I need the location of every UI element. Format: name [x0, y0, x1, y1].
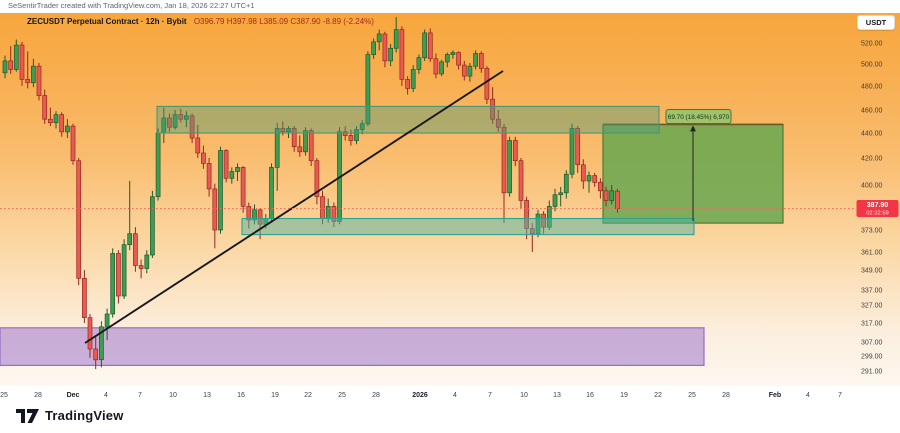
svg-text:10: 10 [169, 392, 177, 399]
supply-zone-upper[interactable] [156, 105, 660, 134]
svg-text:22: 22 [304, 392, 312, 399]
svg-text:480.00: 480.00 [861, 84, 883, 91]
svg-text:349.00: 349.00 [861, 268, 883, 275]
tradingview-logo-text: TradingView [45, 408, 124, 423]
demand-zone-lower[interactable] [241, 217, 695, 236]
legend-symbol[interactable]: ZECUSDT Perpetual Contract · 12h · Bybit [27, 17, 187, 26]
svg-text:Dec: Dec [67, 392, 80, 399]
svg-text:4: 4 [453, 392, 457, 399]
svg-text:10: 10 [520, 392, 528, 399]
svg-text:400.00: 400.00 [861, 183, 883, 190]
svg-text:13: 13 [203, 392, 211, 399]
svg-text:337.00: 337.00 [861, 288, 883, 295]
svg-text:25: 25 [0, 392, 8, 399]
svg-text:28: 28 [722, 392, 730, 399]
svg-text:16: 16 [586, 392, 594, 399]
svg-text:19: 19 [271, 392, 279, 399]
chart-legend[interactable]: ZECUSDT Perpetual Contract · 12h · Bybit… [27, 17, 374, 26]
svg-text:500.00: 500.00 [861, 62, 883, 69]
svg-text:22: 22 [654, 392, 662, 399]
svg-text:420.00: 420.00 [861, 156, 883, 163]
support-zone-purple[interactable] [0, 327, 705, 366]
svg-text:4: 4 [806, 392, 810, 399]
svg-text:16: 16 [237, 392, 245, 399]
svg-text:460.00: 460.00 [861, 108, 883, 115]
svg-text:387.90: 387.90 [867, 202, 889, 209]
svg-text:440.00: 440.00 [861, 131, 883, 138]
svg-text:19: 19 [620, 392, 628, 399]
svg-text:69.70 (18.45%) 6,970: 69.70 (18.45%) 6,970 [668, 114, 730, 121]
svg-text:2026: 2026 [412, 392, 428, 399]
projection-label[interactable]: 69.70 (18.45%) 6,970 [665, 109, 732, 124]
svg-text:299.00: 299.00 [861, 354, 883, 361]
svg-text:317.00: 317.00 [861, 321, 883, 328]
candlestick-series[interactable] [2, 17, 620, 370]
last-price-badge: 387.90 02:32:59 [856, 200, 899, 217]
svg-text:520.00: 520.00 [861, 41, 883, 48]
currency-badge[interactable]: USDT [857, 15, 895, 30]
attribution-text: SeSentirTrader created with TradingView.… [8, 1, 255, 10]
trend-line[interactable] [84, 70, 504, 344]
svg-text:361.00: 361.00 [861, 250, 883, 257]
price-axis[interactable]: 520.00 500.00 480.00 460.00 440.00 420.00 400.… [861, 41, 883, 376]
svg-text:Feb: Feb [769, 392, 781, 399]
svg-text:4: 4 [104, 392, 108, 399]
svg-text:28: 28 [372, 392, 380, 399]
svg-text:28: 28 [34, 392, 42, 399]
svg-text:327.00: 327.00 [861, 303, 883, 310]
time-axis[interactable]: 25 28 Dec 4 7 10 13 16 19 22 25 28 2026 4 7 10 13 16 19 22 2… [0, 392, 842, 399]
svg-text:7: 7 [488, 392, 492, 399]
svg-text:291.00: 291.00 [861, 369, 883, 376]
svg-text:307.00: 307.00 [861, 340, 883, 347]
tradingview-logo[interactable]: TradingView [16, 408, 124, 423]
svg-text:02:32:59: 02:32:59 [866, 211, 889, 217]
legend-ohlc-values: O396.79 H397.98 L385.09 C387.90 -8.89 (-… [193, 17, 374, 26]
tradingview-logo-icon [16, 408, 39, 423]
projection-arrow[interactable] [690, 125, 696, 222]
svg-text:13: 13 [553, 392, 561, 399]
svg-text:7: 7 [138, 392, 142, 399]
svg-text:25: 25 [688, 392, 696, 399]
svg-text:7: 7 [838, 392, 842, 399]
svg-text:373.00: 373.00 [861, 228, 883, 235]
svg-text:25: 25 [338, 392, 346, 399]
